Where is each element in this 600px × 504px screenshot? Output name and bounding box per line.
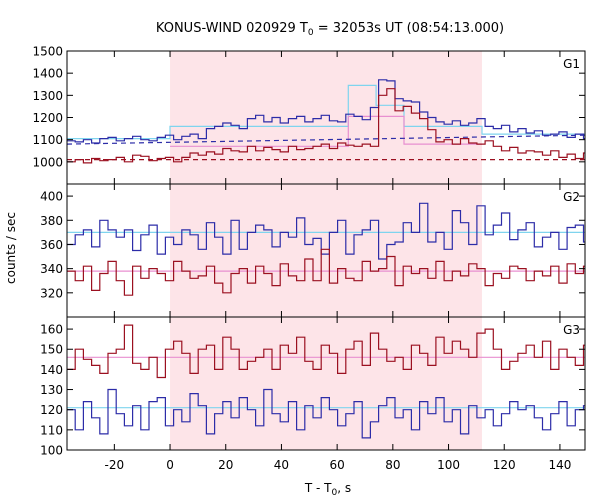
x-axis-label: T - T0, s bbox=[304, 481, 351, 498]
series-line-G2-blue bbox=[67, 202, 585, 260]
y-tick-label-G3: 160 bbox=[40, 323, 63, 337]
x-tick-label: 100 bbox=[437, 458, 460, 472]
x-tick-label: -20 bbox=[105, 458, 125, 472]
y-tick-label-G1: 1000 bbox=[32, 155, 63, 169]
series-line-G3-red bbox=[67, 324, 585, 379]
y-tick-label-G1: 1400 bbox=[32, 67, 63, 81]
y-tick-label-G2: 320 bbox=[40, 286, 63, 300]
y-tick-label-G2: 340 bbox=[40, 262, 63, 276]
chart-title: KONUS-WIND 020929 T0 = 32053s UT (08:54:… bbox=[156, 21, 504, 38]
plot-layer: 100011001200130014001500G132034036038040… bbox=[32, 45, 586, 472]
series-line-G2-red bbox=[67, 248, 585, 296]
y-tick-label-G2: 400 bbox=[40, 190, 63, 204]
highlight-region-G3 bbox=[170, 317, 482, 450]
panel-label-G3: G3 bbox=[563, 323, 580, 337]
x-tick-label: 60 bbox=[329, 458, 344, 472]
y-tick-label-G3: 130 bbox=[40, 383, 63, 397]
x-tick-label: 40 bbox=[274, 458, 289, 472]
y-tick-label-G3: 150 bbox=[40, 343, 63, 357]
y-tick-label-G3: 110 bbox=[40, 423, 63, 437]
panel-frame-G3 bbox=[66, 316, 586, 451]
y-axis-label: counts / sec bbox=[4, 212, 18, 284]
y-tick-label-G1: 1200 bbox=[32, 111, 63, 125]
x-tick-label: 120 bbox=[493, 458, 516, 472]
y-tick-label-G1: 1100 bbox=[32, 133, 63, 147]
x-tick-label: 80 bbox=[385, 458, 400, 472]
series-line-G1-red bbox=[67, 88, 585, 164]
panel-label-G2: G2 bbox=[563, 190, 580, 204]
series-line-G1-blue bbox=[67, 79, 585, 144]
y-tick-label-G3: 140 bbox=[40, 363, 63, 377]
y-tick-label-G1: 1300 bbox=[32, 89, 63, 103]
panel-label-G1: G1 bbox=[563, 57, 580, 71]
x-tick-label: 140 bbox=[548, 458, 571, 472]
y-tick-label-G3: 120 bbox=[40, 403, 63, 417]
y-tick-label-G1: 1500 bbox=[32, 45, 63, 59]
x-tick-label: 20 bbox=[218, 458, 233, 472]
series-line-G3-blue bbox=[67, 388, 585, 439]
y-tick-label-G2: 360 bbox=[40, 238, 63, 252]
y-tick-label-G2: 380 bbox=[40, 214, 63, 228]
fit-line-G1-0 bbox=[67, 84, 585, 140]
y-tick-label-G3: 100 bbox=[40, 444, 63, 458]
x-tick-label: 0 bbox=[166, 458, 174, 472]
highlight-region-G2 bbox=[170, 184, 482, 317]
